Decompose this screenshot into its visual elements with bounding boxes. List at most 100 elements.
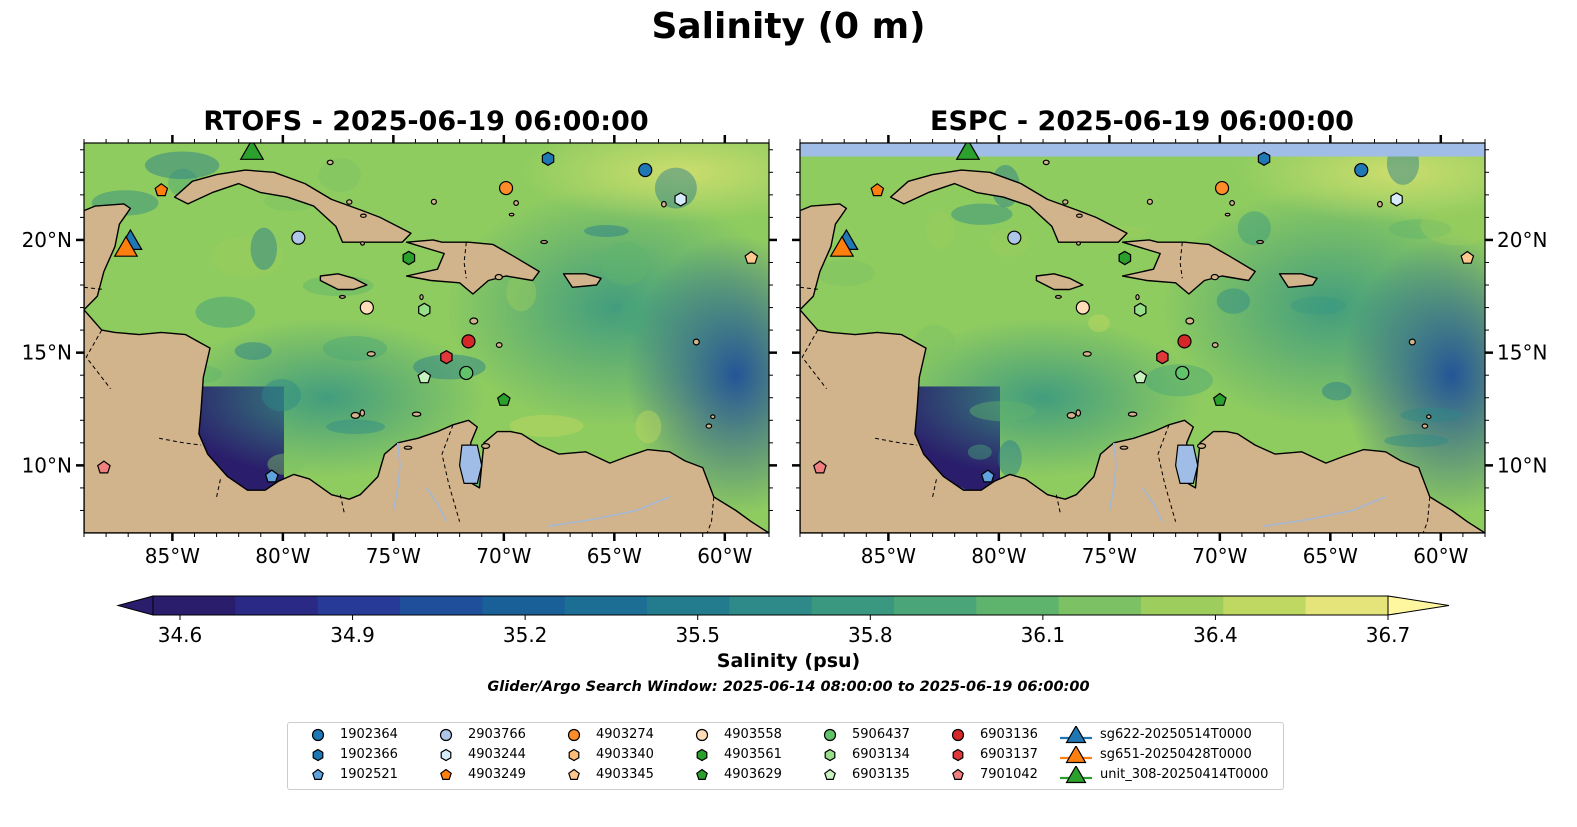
border [800,286,820,290]
float-marker-2903766 [1007,230,1022,245]
legend-marker [1060,746,1092,764]
legend-glyph [567,728,581,742]
float-marker-5906437 [459,365,474,381]
western-eddy [883,317,1204,478]
swirl [1290,296,1347,315]
legend-glyph [823,728,837,742]
float-marker-4903274 [1214,180,1230,196]
island [1042,159,1050,166]
border [84,286,104,290]
swirl [318,158,361,193]
float-marker-4903249 [870,183,885,197]
island [1426,414,1432,420]
legend-label: 4903249 [468,767,526,782]
colorbar-segment [317,596,401,615]
map-panel-espc: 85°W 80°W 75°W 70°W 65°W 60°W 20°N 15°N 10°N [792,135,1547,568]
swirl [951,203,1013,225]
lake-maracaibo [1174,444,1199,484]
float-marker-4903244 [674,192,687,207]
island [1066,411,1077,419]
border [875,437,918,446]
border [85,329,111,390]
lon-tick-label: 70°W [1192,544,1247,568]
legend-marker [440,768,452,780]
landmass [1121,239,1256,295]
landmass [84,309,769,533]
float-marker-1902366 [1257,151,1271,166]
island [430,198,437,205]
legend-label: 6903134 [852,747,910,762]
legend-label: 1902364 [340,727,398,742]
search-window-text: Glider/Argo Search Window: 2025-06-14 08… [487,679,1090,695]
colorbar-segment [647,596,730,615]
float-marker-4903558 [359,300,374,315]
island [513,199,519,206]
map-frame [83,142,770,534]
float-marker-1902521 [264,469,279,483]
glider-marker-sg651-20250428T0000 [829,235,855,257]
legend-marker [951,728,965,742]
island [1075,241,1081,246]
colorbar-tick-label: 36.7 [1366,623,1411,647]
colorbar-segment [1058,596,1142,615]
panel-title-rtofs: RTOFS - 2025-06-19 06:00:00 [203,106,649,137]
float-marker-7901042 [96,460,111,474]
landmass [889,169,1128,243]
legend-marker [823,728,837,742]
legend-label: 1902366 [340,747,398,762]
landmass [1035,273,1084,291]
lon-tick-label: 85°W [145,544,200,568]
island [1224,212,1231,217]
float-marker-4903345 [1460,250,1475,264]
lon-tick-label: 65°W [1303,544,1358,568]
landmass [562,273,602,289]
legend-glyph [439,728,453,742]
legend: 1902364 1902366 1902521 2903766 4903244 49032… [287,722,1284,790]
legend-marker [695,728,709,742]
legend-marker [440,748,452,762]
swirl [620,299,646,336]
legend-label: 2903766 [468,727,526,742]
legend-glyph [951,728,965,742]
island [366,350,376,357]
glider-marker-unit_308-20250414T0000 [239,143,265,160]
lat-tick-label: 15°N [22,341,72,365]
legend-marker [1060,766,1092,784]
island [1127,411,1138,417]
island [1229,199,1235,206]
island [1119,445,1129,450]
legend-glyph [568,768,580,780]
legend-glyph [952,748,964,762]
island [540,239,548,245]
swirl [326,419,385,435]
legend-marker [312,768,324,780]
island [360,241,366,246]
float-marker-6903136 [461,334,476,349]
western-eddy [167,317,488,478]
float-marker-1902364 [638,162,653,178]
legend-glyph [824,748,836,762]
river [1141,487,1164,523]
colorbar-segment [1223,596,1307,615]
legend-marker [311,728,325,742]
island [1408,338,1416,346]
lon-tick-label: 80°W [971,544,1026,568]
colorbar-tick-label: 35.8 [848,623,893,647]
swirl [584,225,629,237]
legend-glyph [824,768,836,780]
swirl [1384,434,1449,448]
lake-maracaibo [458,444,483,484]
island [661,200,667,208]
lon-tick-label: 75°W [1082,544,1137,568]
swirl [506,274,537,312]
swirl [1400,407,1463,423]
legend-label: 6903135 [852,767,910,782]
colorbar-segment [564,596,648,615]
border [1422,496,1431,533]
swirl [234,342,272,360]
island [326,159,334,166]
legend-marker [824,748,836,762]
legend-marker [312,748,324,762]
legend-marker [568,748,580,762]
float-marker-6903134 [418,302,431,317]
